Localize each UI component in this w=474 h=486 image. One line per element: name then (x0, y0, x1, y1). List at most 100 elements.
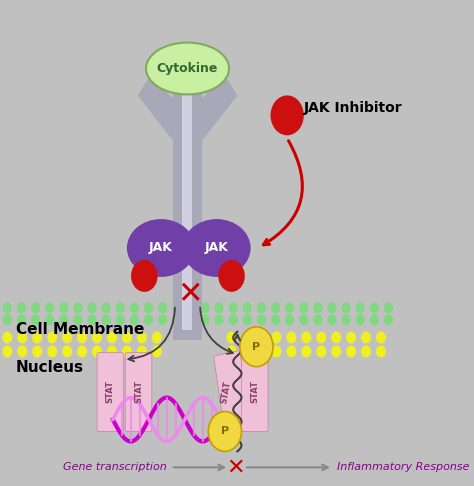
Circle shape (228, 302, 238, 313)
Circle shape (88, 314, 97, 325)
Circle shape (116, 314, 125, 325)
Ellipse shape (146, 43, 229, 94)
Circle shape (243, 302, 252, 313)
Circle shape (256, 346, 266, 357)
Circle shape (215, 314, 224, 325)
Ellipse shape (127, 219, 195, 277)
Text: Cell Membrane: Cell Membrane (16, 322, 144, 337)
Circle shape (384, 302, 393, 313)
Circle shape (370, 314, 379, 325)
Bar (173, 55, 202, 340)
Circle shape (227, 346, 237, 357)
Circle shape (316, 346, 326, 357)
Text: STAT: STAT (134, 380, 143, 403)
Circle shape (316, 331, 326, 344)
Circle shape (346, 331, 356, 344)
Circle shape (218, 260, 245, 292)
Circle shape (331, 331, 341, 344)
Circle shape (77, 346, 87, 357)
Circle shape (331, 346, 341, 357)
Circle shape (73, 302, 82, 313)
Circle shape (241, 331, 252, 344)
Text: ✕: ✕ (227, 457, 245, 477)
FancyBboxPatch shape (241, 353, 268, 432)
Text: STAT: STAT (106, 380, 115, 403)
Text: Nucleus: Nucleus (16, 360, 83, 375)
Circle shape (59, 314, 68, 325)
Circle shape (361, 346, 371, 357)
Circle shape (286, 331, 296, 344)
Circle shape (313, 314, 322, 325)
Circle shape (301, 346, 311, 357)
Circle shape (201, 302, 210, 313)
Circle shape (271, 302, 280, 313)
Circle shape (59, 302, 68, 313)
FancyBboxPatch shape (97, 353, 124, 432)
Circle shape (137, 346, 147, 357)
Circle shape (158, 314, 167, 325)
Circle shape (144, 314, 153, 325)
Text: Cytokine: Cytokine (157, 62, 218, 75)
Text: Gene transcription: Gene transcription (63, 462, 167, 472)
Circle shape (107, 346, 117, 357)
Circle shape (241, 346, 252, 357)
Text: STAT: STAT (219, 380, 232, 404)
Circle shape (137, 331, 147, 344)
Circle shape (228, 314, 238, 325)
Circle shape (208, 412, 241, 451)
Circle shape (62, 331, 72, 344)
Ellipse shape (182, 219, 251, 277)
Circle shape (313, 302, 322, 313)
Polygon shape (138, 75, 175, 140)
Text: STAT: STAT (250, 380, 259, 403)
Circle shape (299, 302, 309, 313)
Circle shape (31, 314, 40, 325)
Circle shape (131, 260, 158, 292)
Circle shape (227, 331, 237, 344)
Circle shape (257, 314, 266, 325)
Circle shape (88, 302, 97, 313)
Circle shape (2, 346, 12, 357)
Circle shape (92, 331, 102, 344)
Circle shape (18, 346, 27, 357)
Bar (182, 61, 191, 330)
Circle shape (256, 331, 266, 344)
Text: ✕: ✕ (177, 280, 203, 310)
Circle shape (271, 314, 280, 325)
Circle shape (101, 302, 111, 313)
Circle shape (172, 302, 181, 313)
Circle shape (101, 314, 111, 325)
Circle shape (47, 331, 57, 344)
Circle shape (376, 346, 386, 357)
Text: JAK: JAK (205, 242, 228, 255)
Text: JAK: JAK (149, 242, 173, 255)
Circle shape (32, 346, 42, 357)
Circle shape (32, 331, 42, 344)
Text: P: P (252, 342, 261, 352)
Circle shape (361, 331, 371, 344)
Circle shape (328, 302, 337, 313)
Circle shape (122, 331, 132, 344)
Circle shape (45, 314, 54, 325)
Circle shape (77, 331, 87, 344)
Circle shape (107, 331, 117, 344)
Circle shape (186, 302, 195, 313)
Circle shape (286, 346, 296, 357)
Circle shape (130, 314, 139, 325)
Circle shape (285, 302, 294, 313)
Circle shape (2, 331, 12, 344)
Text: P: P (221, 426, 229, 436)
Circle shape (376, 331, 386, 344)
Circle shape (240, 327, 273, 366)
Circle shape (17, 314, 26, 325)
Circle shape (73, 314, 82, 325)
Polygon shape (200, 75, 237, 140)
Circle shape (152, 346, 162, 357)
Circle shape (3, 314, 12, 325)
Circle shape (144, 302, 153, 313)
Circle shape (47, 346, 57, 357)
Circle shape (201, 314, 210, 325)
Circle shape (116, 302, 125, 313)
Circle shape (62, 346, 72, 357)
Circle shape (346, 346, 356, 357)
